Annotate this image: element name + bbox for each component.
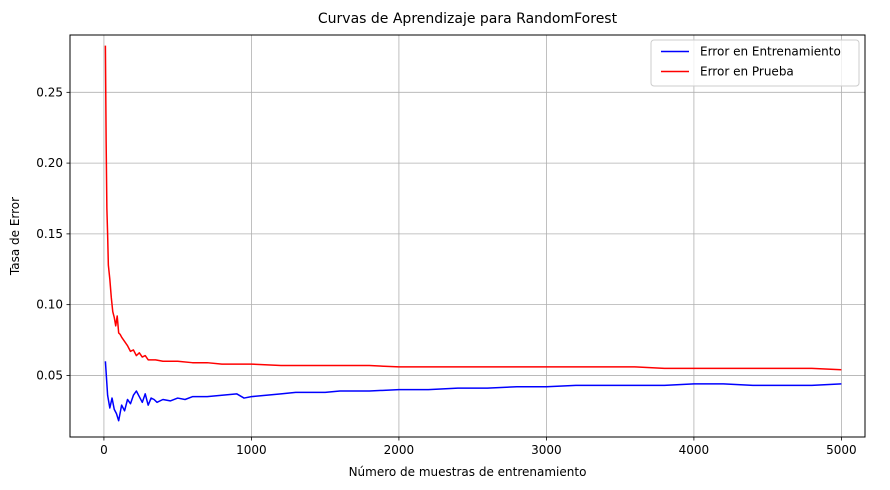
x-tick-label: 1000 <box>236 443 267 457</box>
axis-ticks: 0 1000 2000 3000 4000 5000 0.05 0.10 0.15 0.20 0.2… <box>36 85 856 457</box>
x-tick-label: 0 <box>100 443 108 457</box>
y-tick-label: 0.25 <box>36 85 63 99</box>
series-line-training-error <box>104 361 842 422</box>
x-tick-label: 2000 <box>384 443 415 457</box>
legend-box <box>650 39 860 87</box>
series-layer <box>104 45 842 422</box>
x-tick-label: 3000 <box>531 443 562 457</box>
y-tick-label: 0.15 <box>36 227 63 241</box>
y-tick-label: 0.10 <box>36 298 63 312</box>
chart-title: Curvas de Aprendizaje para RandomForest <box>318 11 618 27</box>
plot-frame <box>69 34 866 438</box>
legend-label: Error en Entrenamiento <box>700 45 841 59</box>
legend: Error en Entrenamiento Error en Prueba <box>650 39 860 87</box>
series-line-test-error <box>104 45 842 371</box>
y-tick-label: 0.20 <box>36 156 63 170</box>
legend-label: Error en Prueba <box>700 65 794 79</box>
x-tick-label: 4000 <box>679 443 710 457</box>
grid <box>70 35 865 437</box>
y-axis-label: Tasa de Error <box>8 197 22 276</box>
y-tick-label: 0.05 <box>36 368 63 382</box>
x-axis-label: Número de muestras de entrenamiento <box>349 465 587 479</box>
x-tick-label: 5000 <box>826 443 857 457</box>
